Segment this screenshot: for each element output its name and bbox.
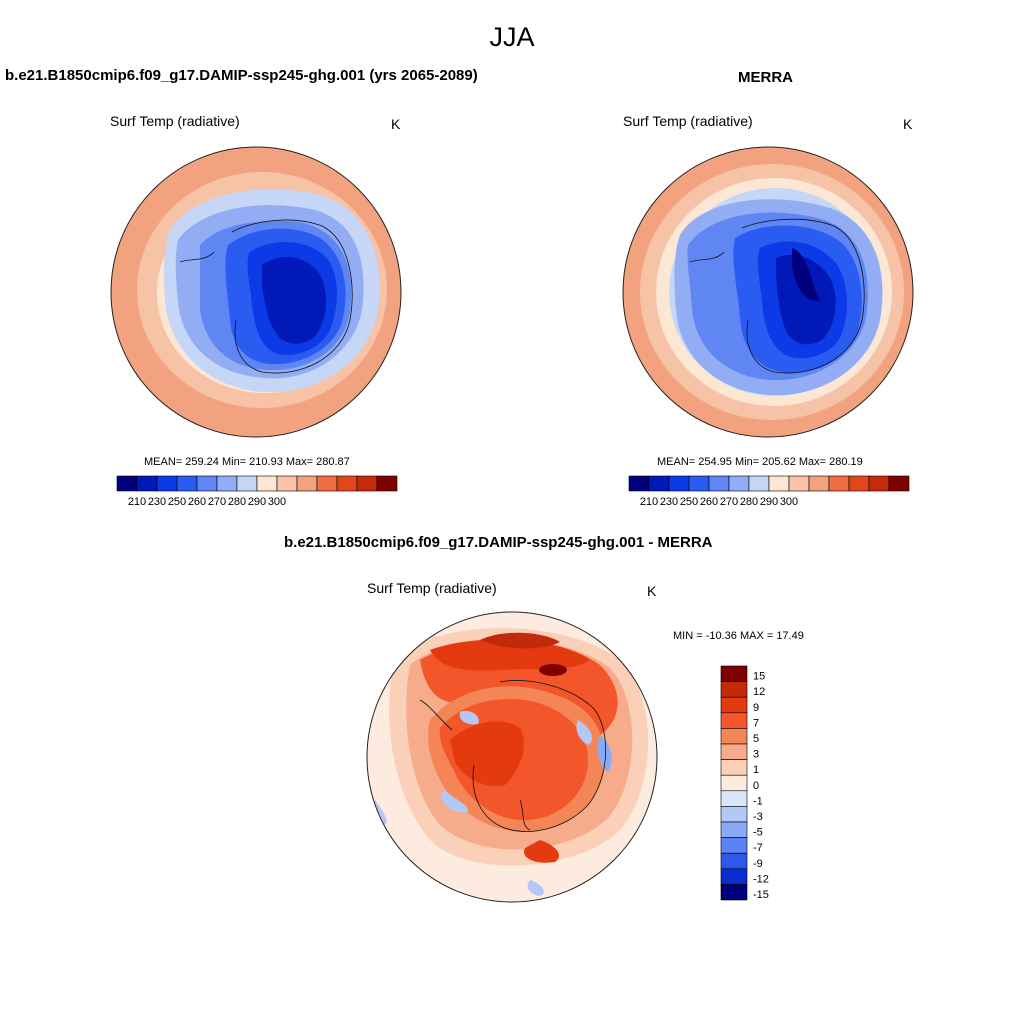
colorbar-swatch — [720, 681, 748, 698]
panel-1-colorbar: 210 230 250 260 270 280 290 300 — [116, 475, 398, 508]
panel-3-title: b.e21.B1850cmip6.f09_g17.DAMIP-ssp245-gh… — [284, 534, 713, 551]
colorbar-tick-label: 230 — [148, 496, 166, 508]
colorbar-tick-label: -1 — [753, 795, 763, 807]
colorbar-swatch — [720, 696, 748, 714]
colorbar-tick-label: 250 — [168, 496, 186, 508]
colorbar-tick-label: 280 — [228, 496, 246, 508]
colorbar-tick-label: 7 — [753, 717, 759, 729]
panel-1-variable-label: Surf Temp (radiative) — [110, 113, 240, 129]
colorbar-swatch — [888, 475, 910, 492]
panel-2-title: MERRA — [738, 69, 793, 86]
colorbar-tick-label: -12 — [753, 873, 769, 885]
panel-3-colorbar: 15 12 9 7 5 3 1 0 -1 -3 -5 -7 -9 -12 -15 — [720, 665, 769, 901]
colorbar-tick-label: 270 — [208, 496, 226, 508]
colorbar-swatch — [720, 774, 748, 792]
colorbar-swatch — [720, 790, 748, 807]
colorbar-swatch — [720, 837, 748, 854]
colorbar-tick-label: 3 — [753, 749, 759, 761]
panel-3-variable-label: Surf Temp (radiative) — [367, 580, 497, 596]
colorbar-swatch — [720, 743, 748, 760]
colorbar-tick-label: -9 — [753, 858, 763, 870]
panel-2-stats: MEAN= 254.95 Min= 205.62 Max= 280.19 — [657, 456, 863, 468]
panel-2-variable-label: Surf Temp (radiative) — [623, 113, 753, 129]
panel-3-units-label: K — [647, 583, 657, 599]
colorbar-tick-label: 280 — [740, 496, 758, 508]
colorbar-tick-label: 250 — [680, 496, 698, 508]
colorbar-swatch — [720, 712, 748, 729]
colorbar-tick-label: 9 — [753, 702, 759, 714]
colorbar-tick-label: 290 — [760, 496, 778, 508]
colorbar-swatch — [720, 759, 748, 776]
colorbar-swatch — [720, 728, 748, 745]
colorbar-tick-label: 15 — [753, 671, 765, 683]
colorbar-tick-label: 300 — [780, 496, 798, 508]
panel-2-colorbar: 210 230 250 260 270 280 290 300 — [628, 475, 910, 508]
colorbar-tick-label: 210 — [640, 496, 658, 508]
colorbar-tick-label: 210 — [128, 496, 146, 508]
colorbar-tick-label: 5 — [753, 733, 759, 745]
colorbar-tick-label: -7 — [753, 842, 763, 854]
colorbar-swatch — [720, 868, 748, 885]
colorbar-tick-label: -5 — [753, 827, 763, 839]
panel-3-stats: MIN = -10.36 MAX = 17.49 — [673, 630, 804, 642]
panel-1-title: b.e21.B1850cmip6.f09_g17.DAMIP-ssp245-gh… — [5, 67, 478, 84]
colorbar-tick-label: 12 — [753, 686, 765, 698]
colorbar-swatch — [720, 884, 748, 901]
colorbar-tick-label: 1 — [753, 764, 759, 776]
page-title: JJA — [489, 22, 535, 52]
colorbar-swatch — [720, 852, 748, 870]
colorbar-tick-label: 230 — [660, 496, 678, 508]
colorbar-tick-label: 260 — [188, 496, 206, 508]
colorbar-tick-label: -15 — [753, 889, 769, 901]
colorbar-tick-label: 290 — [248, 496, 266, 508]
panel-1-stats: MEAN= 259.24 Min= 210.93 Max= 280.87 — [144, 456, 350, 468]
panel-2-units-label: K — [903, 116, 913, 132]
colorbar-swatch — [720, 806, 748, 823]
colorbar-tick-label: -3 — [753, 811, 763, 823]
colorbar-swatch — [720, 665, 748, 682]
colorbar-tick-label: 300 — [268, 496, 286, 508]
colorbar-swatch — [376, 475, 398, 492]
colorbar-swatch — [720, 821, 748, 838]
colorbar-tick-label: 0 — [753, 780, 759, 792]
colorbar-tick-label: 270 — [720, 496, 738, 508]
panel-1-units-label: K — [391, 116, 401, 132]
colorbar-tick-label: 260 — [700, 496, 718, 508]
